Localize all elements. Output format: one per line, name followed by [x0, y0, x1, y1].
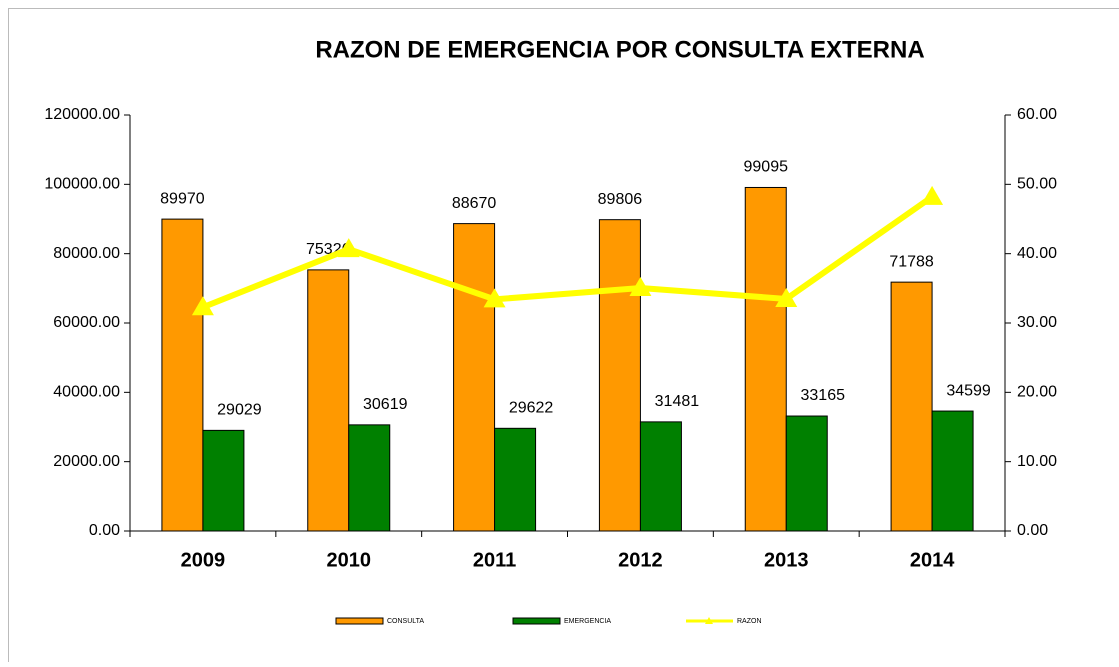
data-label: 71788 — [889, 253, 934, 270]
legend-label: CONSULTA — [387, 618, 424, 625]
bar — [640, 422, 681, 531]
bar — [599, 220, 640, 531]
legend-label: EMERGENCIA — [564, 618, 611, 625]
legend-swatch — [336, 618, 383, 624]
data-label: 89970 — [160, 190, 205, 207]
bar — [308, 270, 349, 531]
bar — [349, 425, 390, 531]
bar — [786, 416, 827, 531]
y-tick-label: 100000.00 — [44, 176, 120, 193]
y2-tick-label: 20.00 — [1017, 384, 1057, 401]
data-label: 99095 — [744, 159, 789, 176]
bar — [162, 219, 203, 531]
legend-swatch — [513, 618, 560, 624]
data-label: 33165 — [801, 387, 846, 404]
data-label: 34599 — [946, 382, 991, 399]
bar — [454, 224, 495, 531]
chart-title: RAZON DE EMERGENCIA POR CONSULTA EXTERNA — [315, 36, 924, 63]
x-tick-label: 2012 — [618, 549, 663, 571]
y2-tick-label: 50.00 — [1017, 176, 1057, 193]
y2-tick-label: 10.00 — [1017, 453, 1057, 470]
y-tick-label: 20000.00 — [53, 453, 120, 470]
y2-tick-label: 30.00 — [1017, 314, 1057, 331]
legend-label: RAZON — [737, 618, 762, 625]
y2-tick-label: 60.00 — [1017, 106, 1057, 123]
y2-tick-label: 0.00 — [1017, 522, 1048, 539]
x-tick-label: 2011 — [473, 549, 516, 571]
bar — [495, 428, 536, 531]
marker — [921, 186, 943, 205]
data-label: 29622 — [509, 400, 554, 417]
y-tick-label: 0.00 — [89, 522, 120, 539]
bar — [932, 411, 973, 531]
data-label: 29029 — [217, 402, 262, 419]
y2-tick-label: 40.00 — [1017, 245, 1057, 262]
y-tick-label: 40000.00 — [53, 384, 120, 401]
x-tick-label: 2010 — [327, 549, 372, 571]
data-label: 88670 — [452, 195, 497, 212]
y-tick-label: 60000.00 — [53, 314, 120, 331]
x-tick-label: 2013 — [764, 549, 809, 571]
y-tick-label: 120000.00 — [44, 106, 120, 123]
y-tick-label: 80000.00 — [53, 245, 120, 262]
x-tick-label: 2009 — [181, 549, 226, 571]
bar — [891, 282, 932, 531]
data-label: 89806 — [598, 191, 643, 208]
x-tick-label: 2014 — [910, 549, 955, 571]
bar — [745, 187, 786, 531]
data-label: 31481 — [655, 393, 700, 410]
bar — [203, 430, 244, 531]
data-label: 30619 — [363, 396, 408, 413]
